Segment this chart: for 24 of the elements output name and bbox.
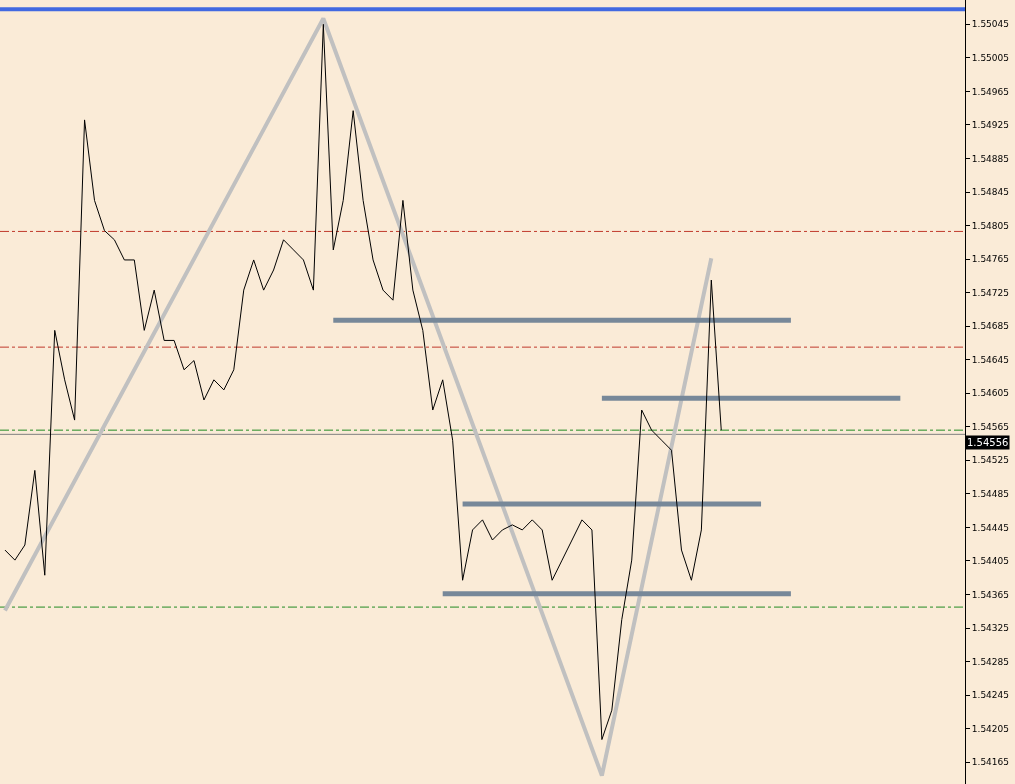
y-tick-label: 1.54205 [971, 723, 1010, 734]
y-tick-label: 1.54365 [971, 589, 1010, 600]
y-tick-label: 1.54885 [971, 153, 1010, 164]
y-tick-label: 1.54805 [971, 220, 1010, 231]
y-tick-label: 1.54605 [971, 388, 1010, 399]
y-tick-label: 1.54165 [971, 757, 1010, 768]
y-tick-label: 1.54245 [971, 690, 1010, 701]
y-tick-label: 1.54445 [971, 522, 1010, 533]
ref-line-label: 1.54556 [967, 437, 1009, 448]
y-tick-label: 1.54405 [971, 556, 1010, 567]
y-tick-label: 1.54965 [971, 86, 1010, 97]
y-tick-label: 1.54565 [971, 421, 1010, 432]
y-tick-label: 1.54485 [971, 489, 1010, 500]
y-tick-label: 1.54285 [971, 656, 1010, 667]
y-tick-label: 1.54925 [971, 120, 1010, 131]
y-tick-label: 1.54685 [971, 321, 1010, 332]
y-tick-label: 1.55005 [971, 53, 1010, 64]
y-tick-label: 1.54845 [971, 187, 1010, 198]
y-tick-label: 1.54725 [971, 287, 1010, 298]
y-tick-label: 1.54645 [971, 354, 1010, 365]
y-tick-label: 1.54325 [971, 623, 1010, 634]
y-tick-label: 1.54765 [971, 254, 1010, 265]
y-tick-label: 1.54525 [971, 455, 1010, 466]
y-tick-label: 1.55045 [971, 19, 1010, 30]
